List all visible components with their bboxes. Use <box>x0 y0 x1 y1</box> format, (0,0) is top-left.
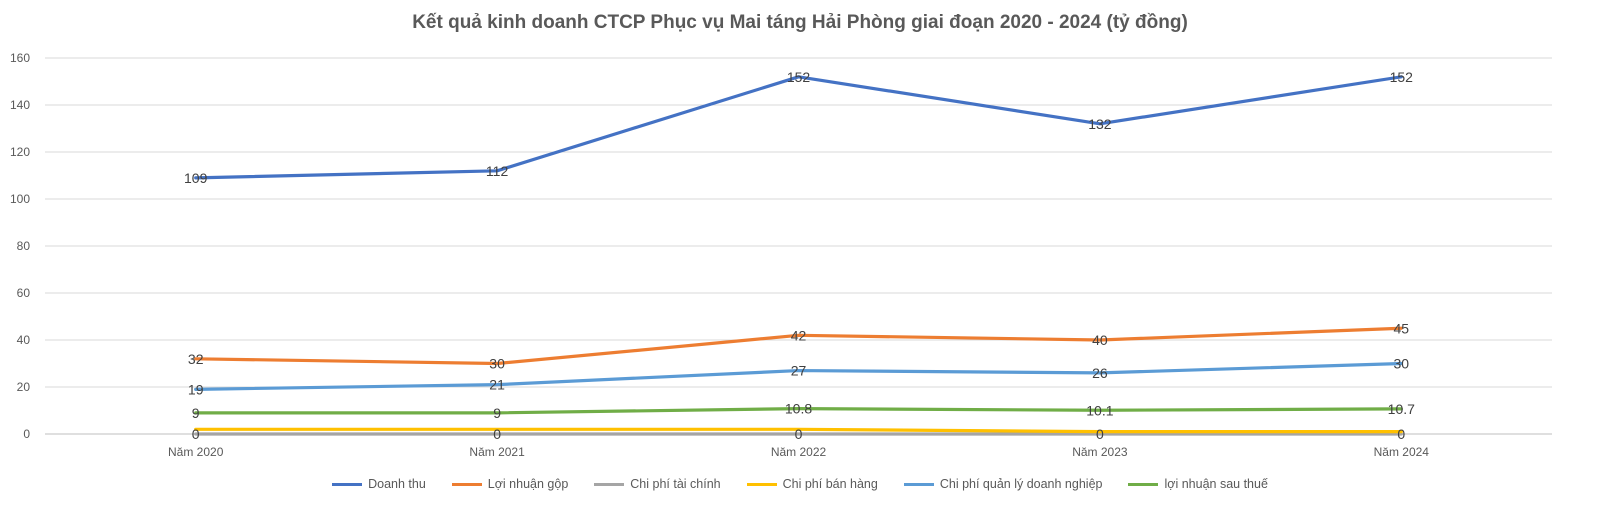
data-label: 10.8 <box>785 401 812 417</box>
data-label: 0 <box>493 426 501 442</box>
y-tick-label: 60 <box>17 286 31 300</box>
y-tick-label: 20 <box>17 380 31 394</box>
data-label: 40 <box>1092 332 1108 348</box>
data-label: 152 <box>787 69 811 85</box>
y-tick-label: 120 <box>10 145 30 159</box>
data-label: 152 <box>1390 69 1414 85</box>
legend-label: Lợi nhuận gộp <box>487 477 569 491</box>
legend-swatch <box>332 482 363 486</box>
legend-item: Doanh thu <box>332 477 426 491</box>
data-label: 30 <box>489 356 505 372</box>
data-label: 0 <box>795 426 803 442</box>
legend-label: Doanh thu <box>368 477 426 491</box>
series-line-1 <box>194 75 1403 180</box>
x-tick-label: Năm 2021 <box>469 445 525 459</box>
legend-swatch <box>746 482 777 486</box>
legend-swatch <box>594 482 625 486</box>
data-label: 9 <box>493 405 501 421</box>
legend-label: Chi phí bán hàng <box>782 477 878 491</box>
y-tick-label: 80 <box>17 239 31 253</box>
legend-item: Chi phí quản lý doanh nghiệp <box>903 477 1103 491</box>
data-label: 45 <box>1394 320 1410 336</box>
x-tick-label: Năm 2022 <box>771 445 827 459</box>
data-label: 32 <box>188 351 204 367</box>
data-label: 10.1 <box>1086 402 1113 418</box>
legend-item: Chi phí bán hàng <box>746 477 878 491</box>
data-label: 19 <box>188 381 204 397</box>
legend-label: lợi nhuận sau thuế <box>1164 477 1268 491</box>
data-label: 27 <box>791 363 807 379</box>
legend-item: lợi nhuận sau thuế <box>1128 477 1268 491</box>
y-tick-label: 0 <box>23 427 30 441</box>
data-label: 0 <box>192 426 200 442</box>
series-line-6 <box>194 407 1403 415</box>
legend-swatch <box>903 482 934 486</box>
chart-title: Kết quả kinh doanh CTCP Phục vụ Mai táng… <box>412 12 1188 33</box>
data-label: 0 <box>1096 426 1104 442</box>
legend-item: Lợi nhuận gộp <box>451 477 569 491</box>
data-label: 30 <box>1394 356 1410 372</box>
data-label: 9 <box>192 405 200 421</box>
data-label: 42 <box>791 327 807 343</box>
x-tick-label: Năm 2020 <box>168 445 224 459</box>
data-label: 132 <box>1088 116 1112 132</box>
legend-label: Chi phí tài chính <box>630 477 721 491</box>
series-line-5 <box>194 361 1403 391</box>
legend-label: Chi phí quản lý doanh nghiệp <box>939 477 1103 491</box>
legend-item: Chi phí tài chính <box>594 477 721 491</box>
series-line-4 <box>194 427 1403 434</box>
legend-swatch <box>1128 482 1159 486</box>
data-label: 109 <box>184 170 208 186</box>
chart-legend: Doanh thu Lợi nhuận gộp Chi phí tài chính C… <box>0 477 1600 491</box>
series-line-2 <box>194 326 1403 366</box>
y-tick-label: 100 <box>10 192 30 206</box>
data-label: 112 <box>486 163 509 179</box>
data-label: 26 <box>1092 365 1108 381</box>
y-tick-label: 160 <box>10 51 30 65</box>
data-label: 0 <box>1397 426 1405 442</box>
data-label: 21 <box>489 377 505 393</box>
y-tick-label: 140 <box>10 98 30 112</box>
x-tick-label: Năm 2024 <box>1374 445 1430 459</box>
y-tick-label: 40 <box>17 333 31 347</box>
data-label: 10.7 <box>1388 401 1415 417</box>
x-tick-label: Năm 2023 <box>1072 445 1128 459</box>
legend-swatch <box>451 482 482 486</box>
